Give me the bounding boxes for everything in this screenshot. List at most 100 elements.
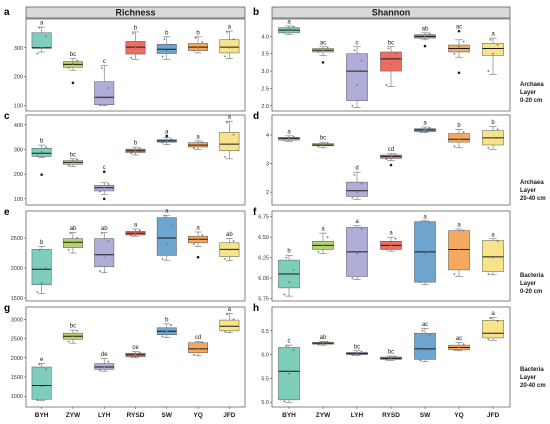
x-tick-label-lyh: LYH xyxy=(351,412,364,419)
panel-a: a 100 200 300 a bc c b b b a xyxy=(4,7,246,112)
data-point xyxy=(356,191,358,194)
data-point xyxy=(356,352,358,355)
data-point xyxy=(36,399,39,401)
box-jfd xyxy=(482,240,504,272)
data-point xyxy=(107,87,110,89)
data-point xyxy=(492,52,494,55)
significance-letter: a xyxy=(228,115,232,121)
significance-letter: bc xyxy=(388,40,394,46)
data-point xyxy=(283,293,286,296)
data-point xyxy=(419,131,422,134)
data-point xyxy=(351,196,354,199)
data-point xyxy=(326,142,329,144)
significance-letter: cd xyxy=(388,147,394,153)
svg-text:20-40 cm: 20-40 cm xyxy=(520,196,546,202)
column-title-richness: Richness xyxy=(25,6,246,19)
significance-letter: a xyxy=(423,214,427,220)
x-tick-label-yq: YQ xyxy=(454,412,463,419)
significance-letter: b xyxy=(134,25,138,31)
panel-e: e 1500 2000 2500 b ab ab a a a ab xyxy=(4,207,246,302)
data-point xyxy=(462,229,465,232)
data-point xyxy=(76,59,79,62)
data-point xyxy=(72,62,74,65)
data-point xyxy=(390,63,392,66)
data-point xyxy=(161,258,164,260)
significance-letter: a xyxy=(491,232,495,238)
y-tick-label: 5.75 xyxy=(258,297,269,303)
y-tick-label: 200 xyxy=(14,172,23,178)
x-tick-label-jfd: JFD xyxy=(223,412,236,419)
significance-letter: bc xyxy=(70,152,76,158)
data-point xyxy=(288,137,290,140)
box-yq xyxy=(448,133,470,143)
data-point xyxy=(45,267,47,269)
data-point xyxy=(424,128,426,131)
data-point xyxy=(170,324,172,326)
data-point xyxy=(288,281,290,284)
data-point xyxy=(224,55,226,58)
significance-letter: cd xyxy=(195,335,201,341)
row-label-bacteria-20-40: Bacteria Layer 20-40 cm xyxy=(520,367,546,389)
data-point xyxy=(45,35,47,38)
data-point xyxy=(170,225,172,227)
panel-letter-d: d xyxy=(253,111,259,122)
panel-h: h 5.0 5.5 6.0 6.5 c ab bc bc ac ac a BYH ZYW LYH RYSD SW… xyxy=(253,303,511,419)
data-point xyxy=(285,256,288,259)
significance-letter: a xyxy=(165,129,169,135)
data-point xyxy=(224,330,226,333)
significance-letter: a xyxy=(40,21,44,27)
data-point xyxy=(99,190,101,193)
box-jfd xyxy=(219,39,240,54)
data-point xyxy=(67,164,70,167)
data-point xyxy=(489,38,492,41)
svg-text:0-20 cm: 0-20 cm xyxy=(520,289,542,295)
significance-letter: a xyxy=(287,19,291,25)
data-point xyxy=(99,270,101,272)
box-yq xyxy=(188,342,209,354)
data-point xyxy=(165,330,168,333)
significance-letter: a xyxy=(196,226,200,232)
significance-letter: a xyxy=(491,311,495,317)
data-point xyxy=(100,232,103,235)
data-point xyxy=(496,320,499,323)
data-point xyxy=(424,252,426,255)
data-point xyxy=(72,335,74,338)
y-tick-label: 1000 xyxy=(11,394,23,400)
significance-letter: bc xyxy=(70,324,76,330)
column-title-richness-text: Richness xyxy=(115,8,155,18)
data-point xyxy=(67,66,70,69)
data-point xyxy=(130,234,133,237)
data-point xyxy=(424,35,426,38)
data-point xyxy=(103,366,106,368)
data-point xyxy=(76,237,79,239)
y-tick-label: 4.0 xyxy=(261,34,269,40)
significance-letter: b xyxy=(40,139,44,145)
data-point xyxy=(283,400,286,403)
data-point xyxy=(76,158,79,161)
significance-letter: ac xyxy=(422,322,428,328)
box-jfd xyxy=(219,132,240,152)
significance-letter: ce xyxy=(132,345,139,351)
data-point xyxy=(492,332,494,335)
x-tick-label-rysd: RYSD xyxy=(382,412,400,419)
data-point xyxy=(130,356,133,358)
significance-letter: b xyxy=(165,317,169,323)
significance-letter: c xyxy=(103,59,106,65)
y-tick-label: 2500 xyxy=(11,236,23,242)
data-point xyxy=(453,348,456,351)
data-point xyxy=(45,368,47,371)
significance-letter: ac xyxy=(320,40,326,46)
data-point xyxy=(201,234,204,236)
data-point xyxy=(100,66,103,69)
outlier-point xyxy=(71,81,75,85)
row-label-bacteria-0-20: Bacteria Layer 0-20 cm xyxy=(520,273,544,295)
significance-letter: ac xyxy=(456,336,462,342)
y-tick-label: 6.00 xyxy=(258,276,269,282)
significance-letter: c xyxy=(103,165,106,171)
data-point xyxy=(351,104,354,107)
panel-frame xyxy=(271,210,511,302)
significance-letter: a xyxy=(287,129,291,135)
box-byh xyxy=(31,32,52,49)
y-tick-label: 300 xyxy=(14,46,23,52)
data-point xyxy=(170,43,172,46)
